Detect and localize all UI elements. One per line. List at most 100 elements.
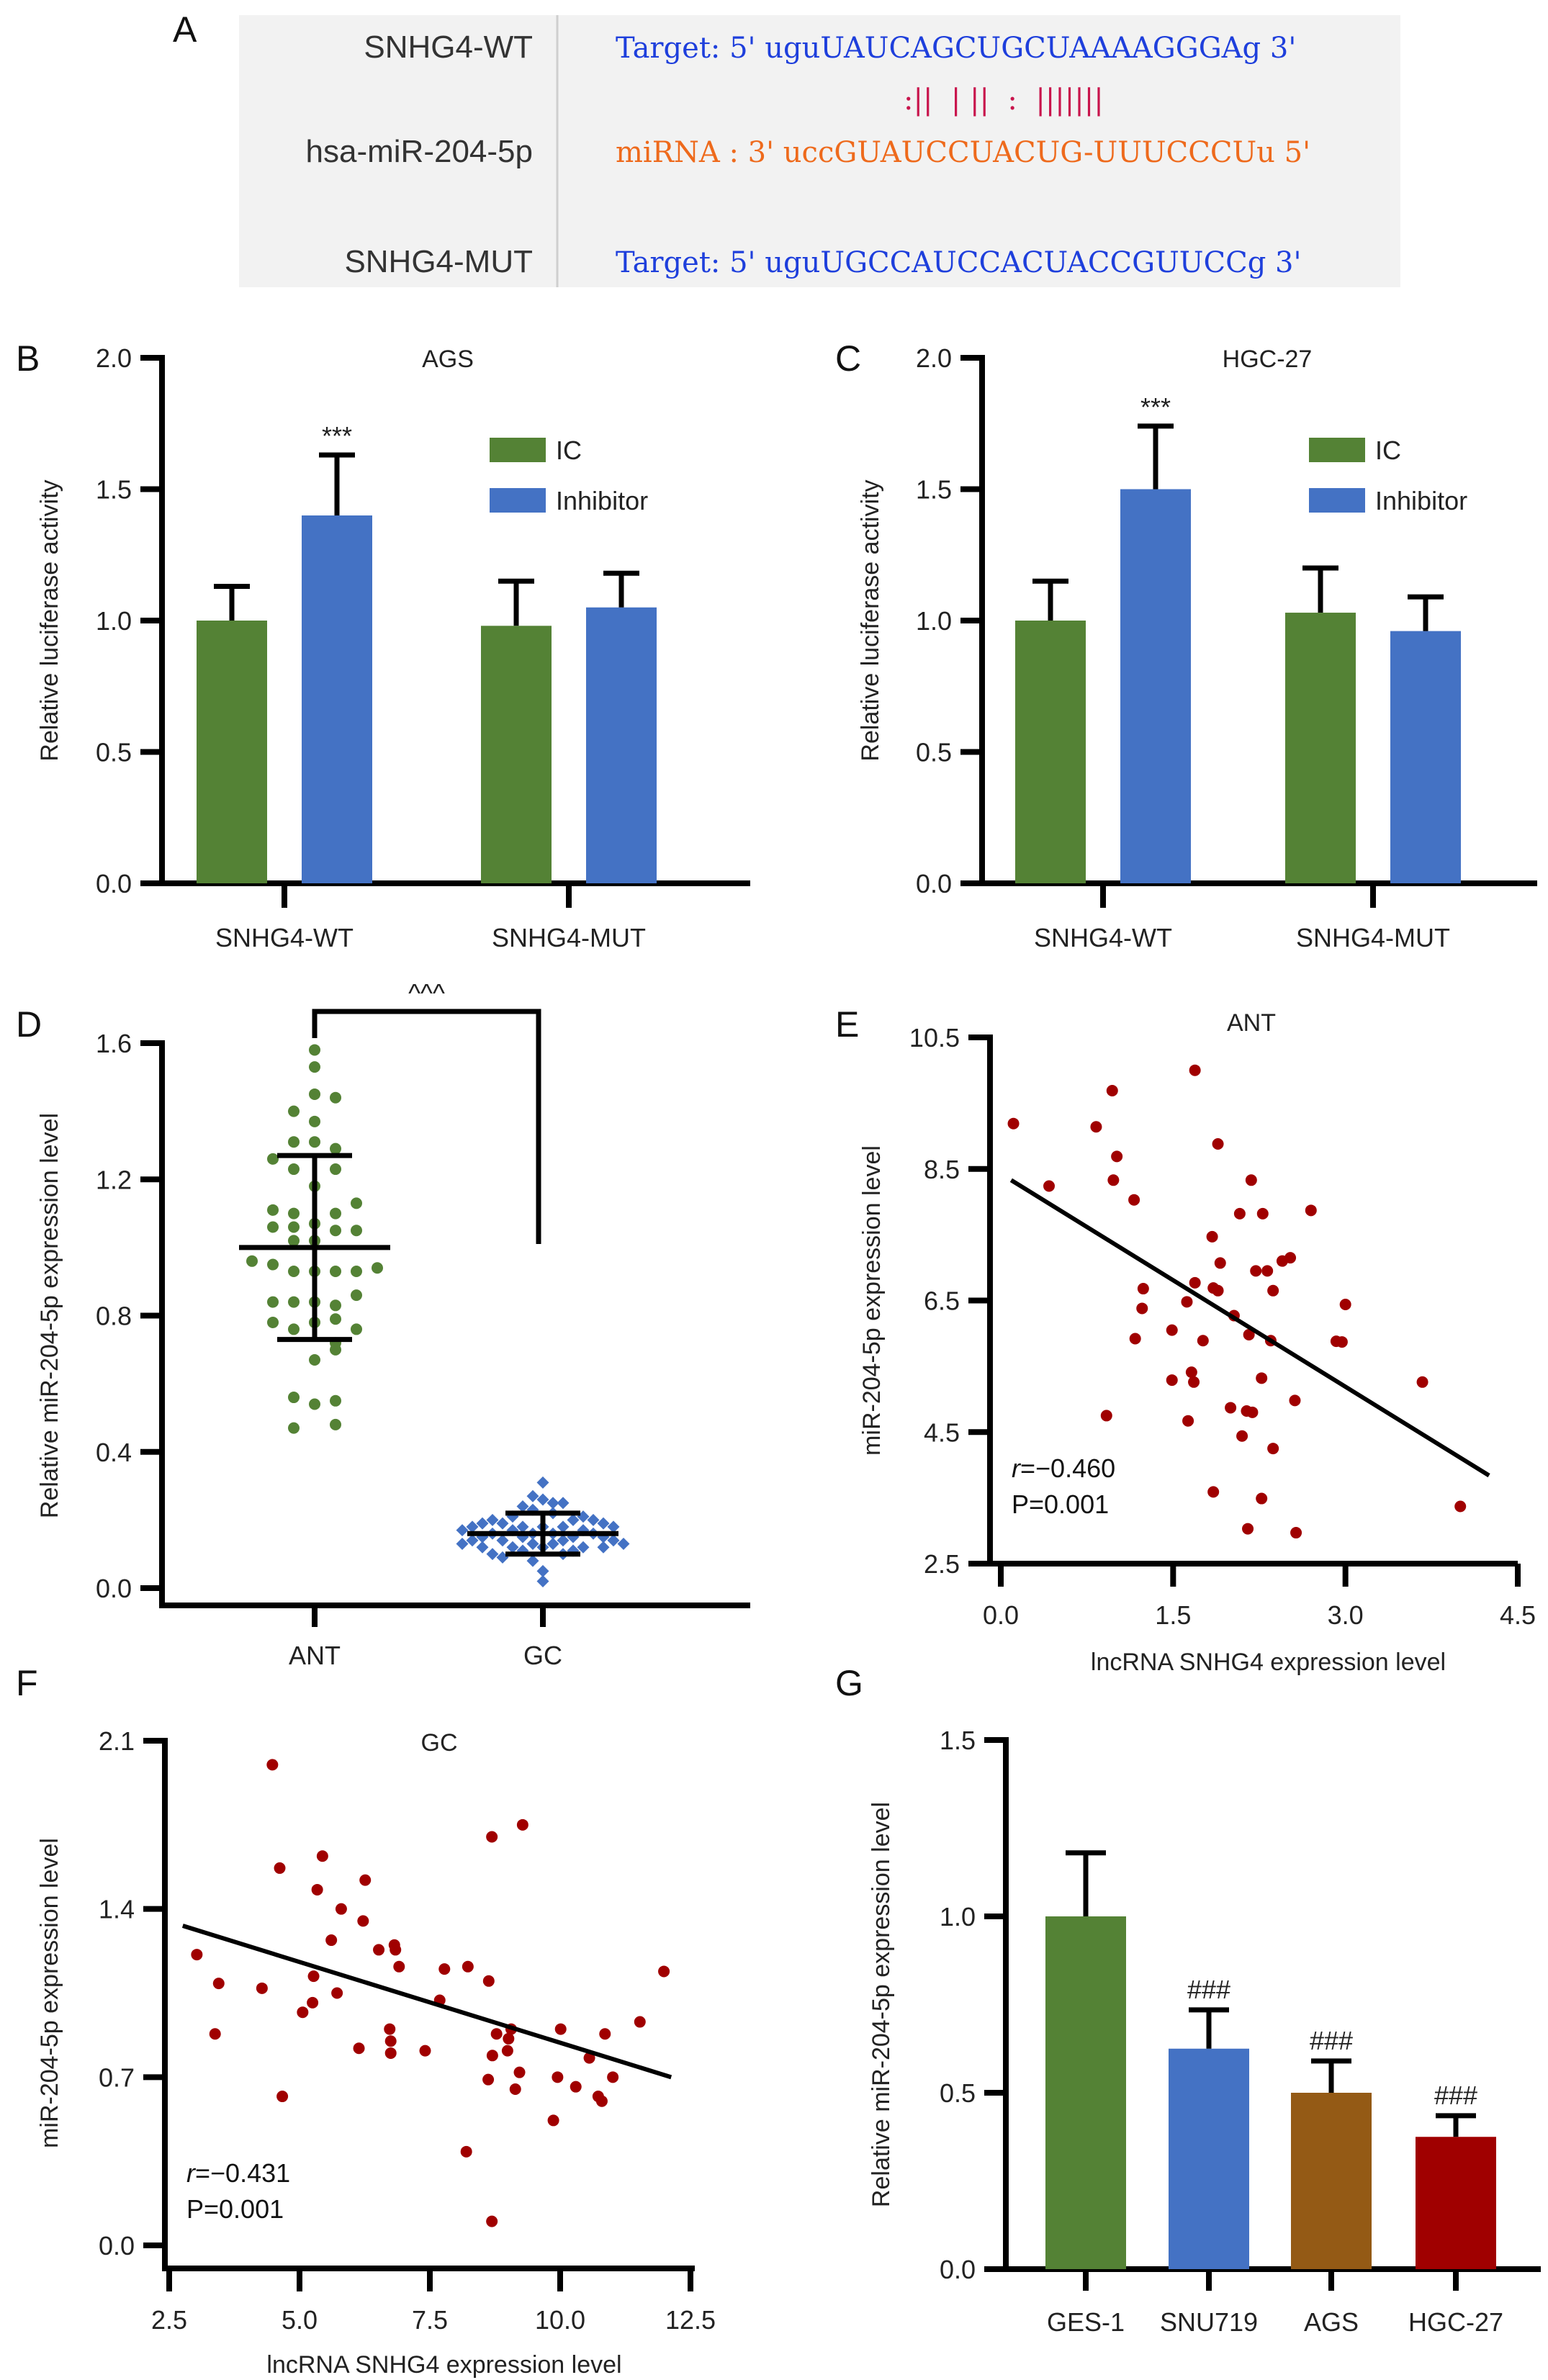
data-point-gc (536, 1493, 549, 1506)
data-point (209, 2028, 221, 2040)
panel-b-chart: B AGS 0.0 0.5 1.0 1.5 2.0 Relative luciferase a… (16, 338, 750, 952)
y-tick-label: 1.4 (99, 1895, 135, 1924)
data-point (1136, 1302, 1148, 1315)
data-point (1129, 1333, 1141, 1345)
data-point (1107, 1174, 1120, 1186)
data-point-gc (577, 1541, 590, 1554)
panel-label-f: F (16, 1663, 38, 1703)
y-tick-label: 2.5 (924, 1549, 960, 1579)
data-point (1206, 1230, 1218, 1243)
y-tick-label: 8.5 (924, 1155, 960, 1184)
data-point (1137, 1283, 1149, 1295)
data-point (1256, 1372, 1268, 1384)
bar-ic-snhg4-mut (481, 626, 552, 883)
x-tick-label: GES-1 (1047, 2307, 1125, 2337)
x-axis-title: lncRNA SNHG4 expression level (1091, 1649, 1446, 1676)
y-tick-label: 6.5 (924, 1286, 960, 1316)
legend-swatch-inhibitor (1309, 488, 1365, 513)
data-point (1242, 1523, 1254, 1535)
data-point (274, 1862, 286, 1874)
panel-label-c: C (835, 338, 861, 379)
chart-title: GC (421, 1729, 458, 1757)
data-point (307, 1970, 320, 1983)
x-tick-label: 4.5 (1500, 1600, 1536, 1630)
data-point (1007, 1117, 1020, 1130)
data-point (1305, 1204, 1317, 1217)
data-point-ant (288, 1265, 300, 1277)
data-point-ant (330, 1265, 341, 1277)
data-point-gc (506, 1541, 519, 1554)
data-point-ant (351, 1197, 362, 1209)
data-point-ant (267, 1153, 279, 1165)
y-tick-label: 1.6 (96, 1029, 132, 1058)
data-point-ant (288, 1296, 300, 1308)
data-point (393, 1960, 405, 1973)
x-tick-label: 1.5 (1155, 1600, 1191, 1630)
data-point (1189, 1064, 1201, 1076)
data-point-gc (536, 1564, 549, 1577)
data-point-ant (288, 1235, 300, 1247)
data-point (460, 2145, 472, 2158)
y-axis-title: Relative luciferase activity (857, 479, 884, 761)
data-point (1166, 1324, 1178, 1336)
data-point (316, 1850, 328, 1862)
data-point-ant (309, 1136, 320, 1148)
data-point (599, 2028, 611, 2040)
x-axis-title: lncRNA SNHG4 expression level (266, 2351, 621, 2379)
data-point (266, 1759, 279, 1771)
data-point (276, 2091, 289, 2103)
regression-line (1009, 1178, 1490, 1478)
data-point (438, 1963, 451, 1975)
data-point (1128, 1194, 1140, 1206)
data-point (1100, 1410, 1112, 1422)
data-point (1188, 1376, 1200, 1388)
data-point (1267, 1284, 1279, 1297)
data-point-ant (288, 1207, 300, 1220)
data-point (1185, 1366, 1197, 1379)
data-point-gc (546, 1538, 559, 1550)
data-point-ant (330, 1207, 341, 1220)
data-point-gc (536, 1575, 549, 1588)
data-point-gc (557, 1520, 570, 1533)
data-point-ant (309, 1354, 320, 1366)
p-value-label: P=0.001 (1012, 1489, 1109, 1519)
data-point (1043, 1180, 1056, 1192)
x-tick-label: 3.0 (1328, 1600, 1364, 1630)
x-tick-label: SNHG4-WT (1034, 923, 1172, 952)
legend-label-ic: IC (1375, 436, 1401, 465)
panel-label-e: E (835, 1004, 859, 1045)
data-point-ant (330, 1343, 341, 1356)
data-point (482, 2073, 495, 2086)
significance-label: *** (1140, 392, 1171, 422)
significance-label: ### (1187, 1975, 1230, 2004)
data-point (1256, 1492, 1268, 1505)
data-point (513, 2066, 526, 2078)
data-point-gc (456, 1524, 469, 1537)
data-point-gc (476, 1517, 489, 1530)
x-tick-label: 7.5 (412, 2305, 448, 2335)
y-tick-label: 0.0 (940, 2255, 976, 2284)
y-tick-label: 0.4 (96, 1438, 132, 1467)
data-point (191, 1949, 203, 1961)
data-point-ant (351, 1225, 362, 1237)
chart-title: AGS (422, 346, 474, 373)
data-point (552, 2071, 564, 2083)
data-point-gc (516, 1520, 529, 1533)
significance-label: *** (322, 421, 352, 451)
data-point (359, 1874, 372, 1886)
data-point (595, 2095, 608, 2107)
y-tick-label: 1.5 (940, 1726, 976, 1755)
data-point-gc (607, 1520, 620, 1533)
data-point (390, 1944, 402, 1956)
x-tick-label: 2.5 (151, 2305, 187, 2335)
data-point-gc (557, 1497, 570, 1510)
x-tick-label: SNHG4-MUT (492, 923, 646, 952)
data-point (373, 1944, 385, 1956)
y-tick-label: 1.5 (96, 475, 132, 505)
bar-inhibitor-snhg4-mut (586, 607, 657, 883)
data-point (212, 1978, 225, 1990)
data-point-gc (546, 1497, 559, 1510)
data-point-ant (288, 1392, 300, 1404)
data-point (1416, 1376, 1428, 1388)
data-point (353, 2042, 365, 2055)
